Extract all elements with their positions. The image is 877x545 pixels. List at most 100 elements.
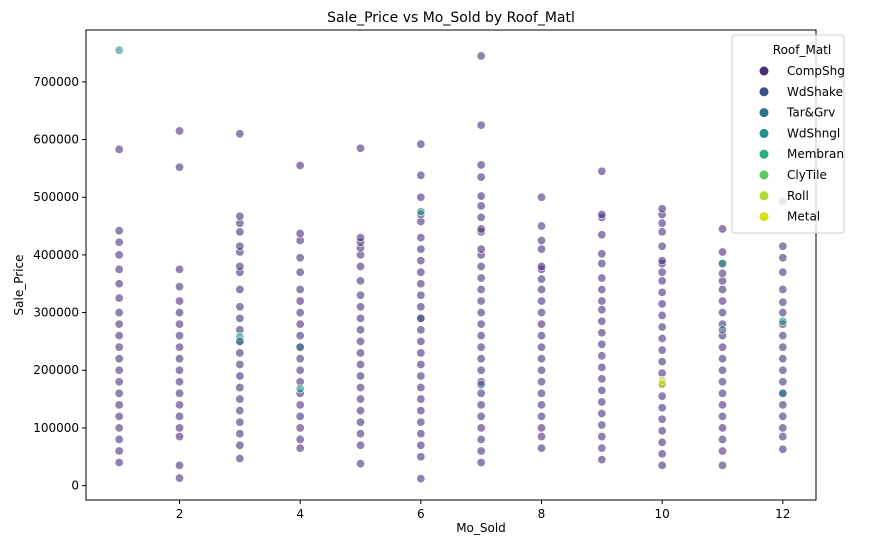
scatter-point: [717, 325, 727, 335]
scatter-point: [476, 285, 486, 295]
scatter-point: [356, 417, 366, 427]
scatter-point: [476, 434, 486, 444]
scatter-point: [114, 446, 124, 456]
scatter-point: [114, 237, 124, 247]
scatter-point: [657, 241, 667, 251]
scatter-point: [295, 365, 305, 375]
scatter-point: [114, 264, 124, 274]
scatter-point: [717, 411, 727, 421]
scatter-point: [295, 308, 305, 318]
scatter-point: [114, 45, 124, 55]
scatter-point: [416, 394, 426, 404]
scatter-point: [235, 453, 245, 463]
scatter-point: [657, 379, 667, 389]
scatter-point: [416, 371, 426, 381]
legend-label: Metal: [787, 210, 820, 224]
scatter-point: [235, 406, 245, 416]
scatter-point: [476, 411, 486, 421]
scatter-point: [717, 296, 727, 306]
scatter-point: [717, 446, 727, 456]
scatter-point: [175, 282, 185, 292]
scatter-point: [476, 388, 486, 398]
scatter-point: [536, 221, 546, 231]
scatter-point: [778, 365, 788, 375]
scatter-point: [356, 459, 366, 469]
scatter-point: [175, 354, 185, 364]
legend-label: Tar&Grv: [786, 106, 835, 120]
scatter-point: [476, 201, 486, 211]
scatter-point: [536, 244, 546, 254]
y-tick-label: 500000: [33, 190, 79, 204]
scatter-point: [175, 473, 185, 483]
scatter-point: [597, 296, 607, 306]
scatter-point: [717, 354, 727, 364]
y-axis-ticks: 0 100000 200000 300000 400000 500000 600000 700…: [33, 75, 86, 493]
scatter-point: [717, 365, 727, 375]
scatter-point: [476, 446, 486, 456]
scatter-point: [657, 310, 667, 320]
scatter-point: [295, 354, 305, 364]
scatter-point: [476, 423, 486, 433]
legend-box: [731, 34, 845, 234]
scatter-point: [175, 377, 185, 387]
scatter-point: [235, 241, 245, 251]
x-axis-label: Mo_Sold: [456, 521, 506, 535]
scatter-point: [356, 233, 366, 243]
scatter-point: [235, 348, 245, 358]
scatter-point: [356, 290, 366, 300]
scatter-point: [778, 316, 788, 326]
scatter-point: [356, 394, 366, 404]
scatter-point: [114, 423, 124, 433]
scatter-point: [175, 411, 185, 421]
scatter-point: [597, 285, 607, 295]
scatter-point: [597, 339, 607, 349]
scatter-point: [416, 325, 426, 335]
scatter-point: [476, 172, 486, 182]
scatter-point: [536, 388, 546, 398]
scatter-point: [295, 319, 305, 329]
x-tick-label: 2: [176, 507, 184, 521]
scatter-point: [717, 224, 727, 234]
scatter-point: [416, 279, 426, 289]
scatter-point: [416, 170, 426, 180]
scatter-point: [597, 432, 607, 442]
scatter-point: [657, 227, 667, 237]
scatter-point: [717, 423, 727, 433]
scatter-point: [536, 192, 546, 202]
chart-title: Sale_Price vs Mo_Sold by Roof_Matl: [327, 10, 575, 26]
scatter-point: [476, 380, 486, 390]
scatter-point: [717, 434, 727, 444]
legend-marker: [759, 128, 769, 138]
scatter-point: [235, 227, 245, 237]
scatter-point: [476, 224, 486, 234]
scatter-point: [717, 460, 727, 470]
scatter-point: [778, 388, 788, 398]
scatter-point: [657, 287, 667, 297]
scatter-point: [114, 365, 124, 375]
scatter-point: [778, 444, 788, 454]
scatter-point: [476, 365, 486, 375]
scatter-point: [114, 458, 124, 468]
scatter-point: [778, 342, 788, 352]
scatter-point: [657, 276, 667, 286]
scatter-point: [356, 371, 366, 381]
scatter-point: [476, 331, 486, 341]
scatter-point: [536, 432, 546, 442]
x-tick-label: 8: [538, 507, 546, 521]
scatter-point: [476, 191, 486, 201]
legend-marker: [759, 87, 769, 97]
scatter-point: [114, 308, 124, 318]
scatter-point: [356, 383, 366, 393]
scatter-point: [657, 391, 667, 401]
scatter-point: [657, 322, 667, 332]
scatter-point: [657, 403, 667, 413]
legend-label: ClyTile: [787, 168, 827, 182]
scatter-point: [778, 354, 788, 364]
scatter-point: [235, 417, 245, 427]
scatter-point: [416, 267, 426, 277]
scatter-point: [597, 397, 607, 407]
legend-marker: [759, 149, 769, 159]
scatter-point: [235, 394, 245, 404]
scatter-point: [235, 313, 245, 323]
